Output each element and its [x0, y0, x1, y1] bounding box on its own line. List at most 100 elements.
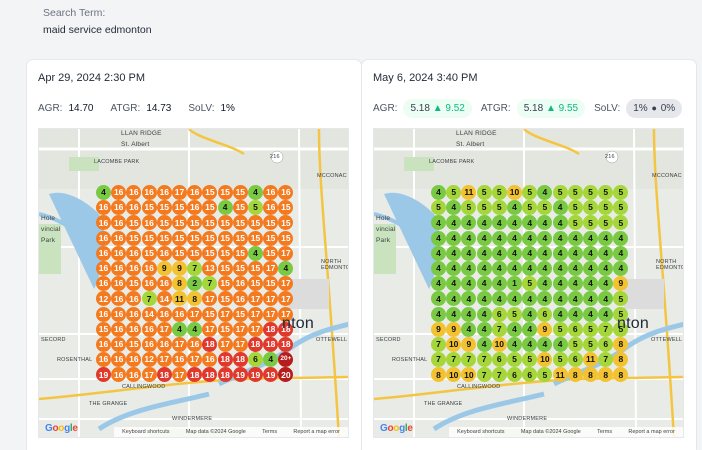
rank-pin[interactable]: 4 [583, 261, 598, 276]
rank-pin[interactable]: 18 [217, 367, 233, 383]
rank-pin[interactable]: 15 [172, 245, 187, 261]
rank-pin[interactable]: 16 [111, 306, 127, 322]
rank-pin[interactable]: 4 [522, 245, 538, 261]
rank-pin[interactable]: 18 [187, 367, 203, 383]
rank-pin[interactable]: 15 [248, 230, 263, 246]
rank-pin[interactable]: 4 [507, 261, 522, 276]
rank-pin[interactable]: 4 [446, 215, 462, 231]
rank-pin[interactable]: 13 [202, 261, 218, 276]
rank-pin[interactable]: 18 [248, 337, 263, 352]
rank-pin[interactable]: 18 [217, 352, 233, 368]
rank-pin[interactable]: 16 [141, 321, 157, 337]
report-map-error-link[interactable]: Report a map error [293, 429, 340, 435]
rank-pin[interactable]: 5 [583, 215, 598, 231]
rank-pin[interactable]: 6 [567, 321, 583, 337]
rank-pin[interactable]: 4 [567, 276, 583, 292]
rank-pin[interactable]: 16 [141, 276, 157, 292]
rank-pin[interactable]: 4 [461, 291, 477, 307]
rank-pin[interactable]: 15 [172, 230, 187, 246]
rank-pin[interactable]: 16 [126, 367, 142, 383]
rank-pin[interactable]: 4 [552, 291, 568, 307]
rank-pin[interactable]: 5 [598, 185, 614, 200]
rank-pin[interactable]: 7 [491, 367, 507, 383]
rank-pin[interactable]: 15 [126, 337, 142, 352]
rank-pin[interactable]: 4 [537, 245, 553, 261]
rank-pin[interactable]: 4 [567, 261, 583, 276]
rank-pin[interactable]: 4 [263, 352, 279, 368]
rank-pin[interactable]: 16 [96, 200, 111, 216]
rank-pin[interactable]: 8 [613, 367, 629, 383]
rank-pin[interactable]: 15 [217, 230, 233, 246]
rank-pin[interactable]: 4 [476, 337, 492, 352]
rank-pin[interactable]: 16 [111, 337, 127, 352]
rank-pin[interactable]: 4 [567, 245, 583, 261]
rank-pin[interactable]: 5 [537, 367, 553, 383]
rank-pin[interactable]: 4 [507, 200, 522, 216]
rank-pin[interactable]: 4 [522, 291, 538, 307]
rank-pin[interactable]: 16 [111, 200, 127, 216]
rank-pin[interactable]: 15 [278, 215, 294, 231]
rank-pin[interactable]: 9 [172, 261, 187, 276]
rank-pin[interactable]: 8 [567, 367, 583, 383]
rank-pin[interactable]: 16 [126, 291, 142, 307]
rank-pin[interactable]: 4 [598, 261, 614, 276]
rank-pin[interactable]: 4 [476, 276, 492, 292]
rank-pin[interactable]: 15 [141, 230, 157, 246]
rank-pin[interactable]: 17 [202, 321, 218, 337]
rank-pin[interactable]: 5 [583, 321, 598, 337]
rank-pin[interactable]: 14 [141, 306, 157, 322]
rank-pin[interactable]: 16 [232, 276, 248, 292]
rank-pin[interactable]: 5 [552, 321, 568, 337]
rank-pin[interactable]: 2 [187, 276, 203, 292]
rank-pin[interactable]: 9 [431, 321, 446, 337]
rank-pin[interactable]: 17 [278, 245, 294, 261]
rank-pin[interactable]: 4 [431, 230, 446, 246]
rank-pin[interactable]: 11 [461, 185, 477, 200]
rank-pin[interactable]: 16 [111, 261, 127, 276]
rank-pin[interactable]: 4 [476, 291, 492, 307]
rank-pin[interactable]: 7 [446, 352, 462, 368]
rank-pin[interactable]: 15 [202, 230, 218, 246]
rank-pin[interactable]: 5 [491, 185, 507, 200]
rank-pin[interactable]: 15 [202, 200, 218, 216]
rank-pin[interactable]: 18 [202, 337, 218, 352]
rank-pin[interactable]: 10 [491, 337, 507, 352]
rank-pin[interactable]: 5 [598, 200, 614, 216]
rank-pin[interactable]: 5 [583, 200, 598, 216]
rank-pin[interactable]: 18 [278, 321, 294, 337]
rank-pin[interactable]: 4 [567, 230, 583, 246]
rank-pin[interactable]: 16 [141, 261, 157, 276]
rank-pin[interactable]: 15 [187, 230, 203, 246]
rank-pin[interactable]: 8 [187, 291, 203, 307]
rank-pin[interactable]: 4 [217, 200, 233, 216]
rank-pin[interactable]: 17 [202, 291, 218, 307]
rank-pin[interactable]: 5 [507, 306, 522, 322]
rank-pin[interactable]: 4 [461, 230, 477, 246]
rank-pin[interactable]: 15 [156, 230, 172, 246]
rank-pin[interactable]: 16 [172, 306, 187, 322]
rank-pin[interactable]: 4 [537, 337, 553, 352]
rank-pin[interactable]: 20 [278, 367, 294, 383]
rank-pin[interactable]: 16 [96, 352, 111, 368]
rank-pin[interactable]: 6 [598, 337, 614, 352]
rank-pin[interactable]: 8 [613, 352, 629, 368]
rank-pin[interactable]: 14 [156, 291, 172, 307]
rank-pin[interactable]: 5 [491, 200, 507, 216]
rank-pin[interactable]: 15 [217, 321, 233, 337]
rank-pin[interactable]: 15 [172, 215, 187, 231]
rank-pin[interactable]: 4 [583, 230, 598, 246]
rank-pin[interactable]: 17 [172, 367, 187, 383]
rank-pin[interactable]: 4 [537, 291, 553, 307]
rank-pin[interactable]: 16 [126, 261, 142, 276]
rank-pin[interactable]: 12 [96, 291, 111, 307]
rank-pin[interactable]: 4 [446, 245, 462, 261]
rank-pin[interactable]: 16 [141, 185, 157, 200]
rank-pin[interactable]: 15 [217, 276, 233, 292]
rank-pin[interactable]: 15 [248, 276, 263, 292]
rank-pin[interactable]: 16 [156, 337, 172, 352]
rank-pin[interactable]: 16 [96, 230, 111, 246]
rank-pin[interactable]: 16 [111, 291, 127, 307]
rank-pin[interactable]: 4 [446, 276, 462, 292]
rank-pin[interactable]: 15 [202, 245, 218, 261]
rank-pin[interactable]: 4 [476, 306, 492, 322]
